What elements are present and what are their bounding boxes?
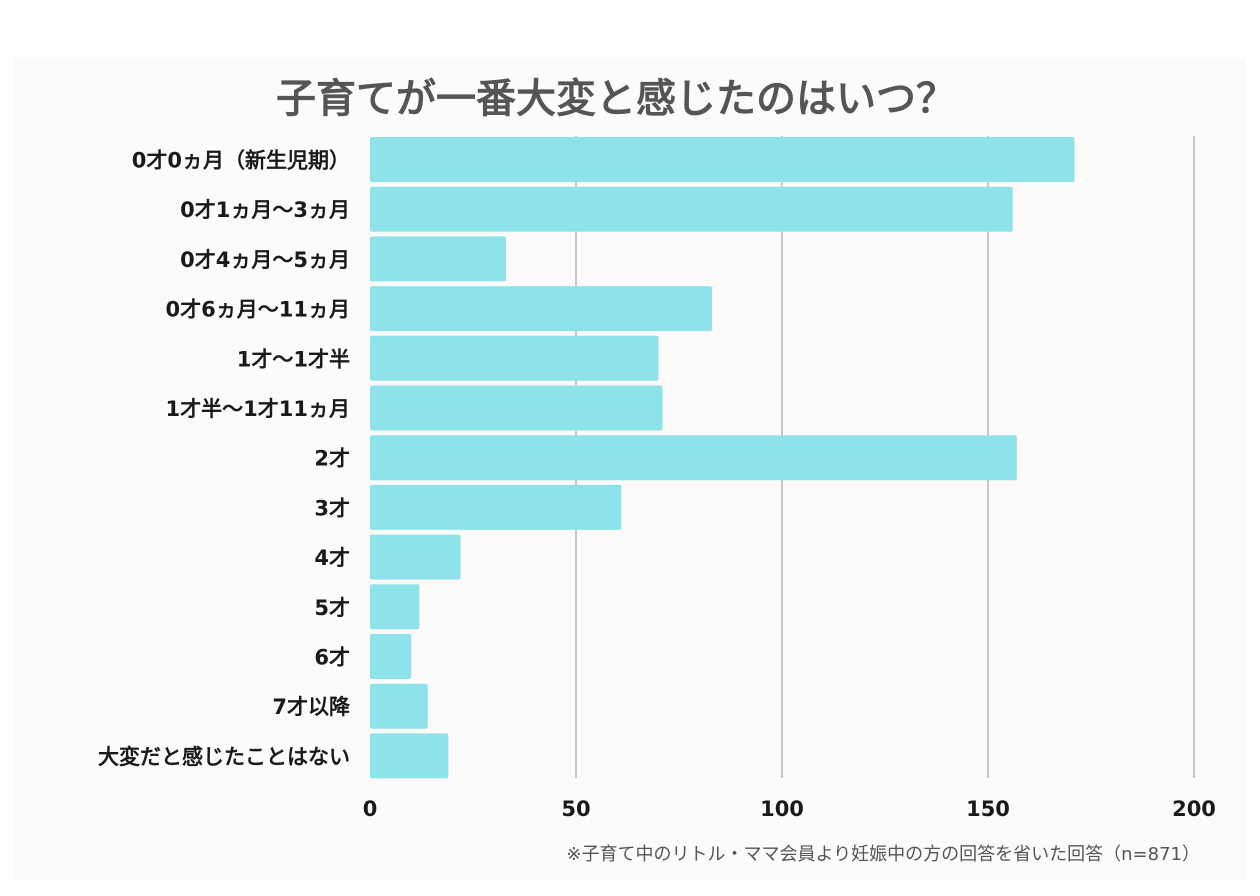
- category-label: 1才半〜1才11ヵ月: [166, 397, 350, 421]
- bar: [370, 186, 1013, 232]
- x-tick-label: 50: [561, 797, 590, 821]
- bar: [370, 584, 420, 630]
- category-label: 大変だと感じたことはない: [98, 745, 350, 769]
- x-tick-labels: 0 50 100 150 200: [363, 797, 1216, 821]
- bar: [370, 534, 461, 580]
- category-label: 1才〜1才半: [237, 347, 350, 371]
- bar: [370, 137, 1075, 182]
- bar: [370, 683, 428, 729]
- category-label: 4才: [314, 546, 350, 570]
- x-tick-label: 200: [1172, 797, 1216, 821]
- bar: [370, 286, 712, 332]
- bar: [370, 236, 506, 282]
- bar: [370, 733, 449, 779]
- category-labels: 0才0ヵ月（新生児期） 0才1ヵ月〜3ヵ月 0才4ヵ月〜5ヵ月 0才6ヵ月〜11ヵ月 1…: [98, 149, 351, 769]
- bar: [370, 435, 1017, 481]
- x-tick-label: 100: [760, 797, 804, 821]
- x-tick-label: 150: [966, 797, 1010, 821]
- category-label: 0才1ヵ月〜3ヵ月: [180, 198, 350, 222]
- bar: [370, 484, 622, 530]
- footnote: ※子育て中のリトル・ママ会員より妊娠中の方の回答を省いた回答（n=871）: [566, 844, 1200, 865]
- chart-title: 子育てが一番大変と感じたのはいつ？: [276, 76, 956, 122]
- bar: [370, 385, 663, 431]
- bar: [370, 335, 659, 381]
- category-label: 5才: [314, 596, 350, 620]
- category-label: 0才6ヵ月〜11ヵ月: [166, 298, 350, 322]
- category-label: 7才以降: [272, 695, 351, 719]
- x-tick-label: 0: [363, 797, 378, 821]
- category-label: 6才: [314, 646, 350, 670]
- bar: [370, 634, 412, 679]
- category-label: 2才: [314, 447, 350, 471]
- bars: [370, 137, 1075, 779]
- category-label: 0才0ヵ月（新生児期）: [132, 149, 350, 173]
- category-label: 0才4ヵ月〜5ヵ月: [180, 248, 350, 272]
- category-label: 3才: [314, 496, 350, 520]
